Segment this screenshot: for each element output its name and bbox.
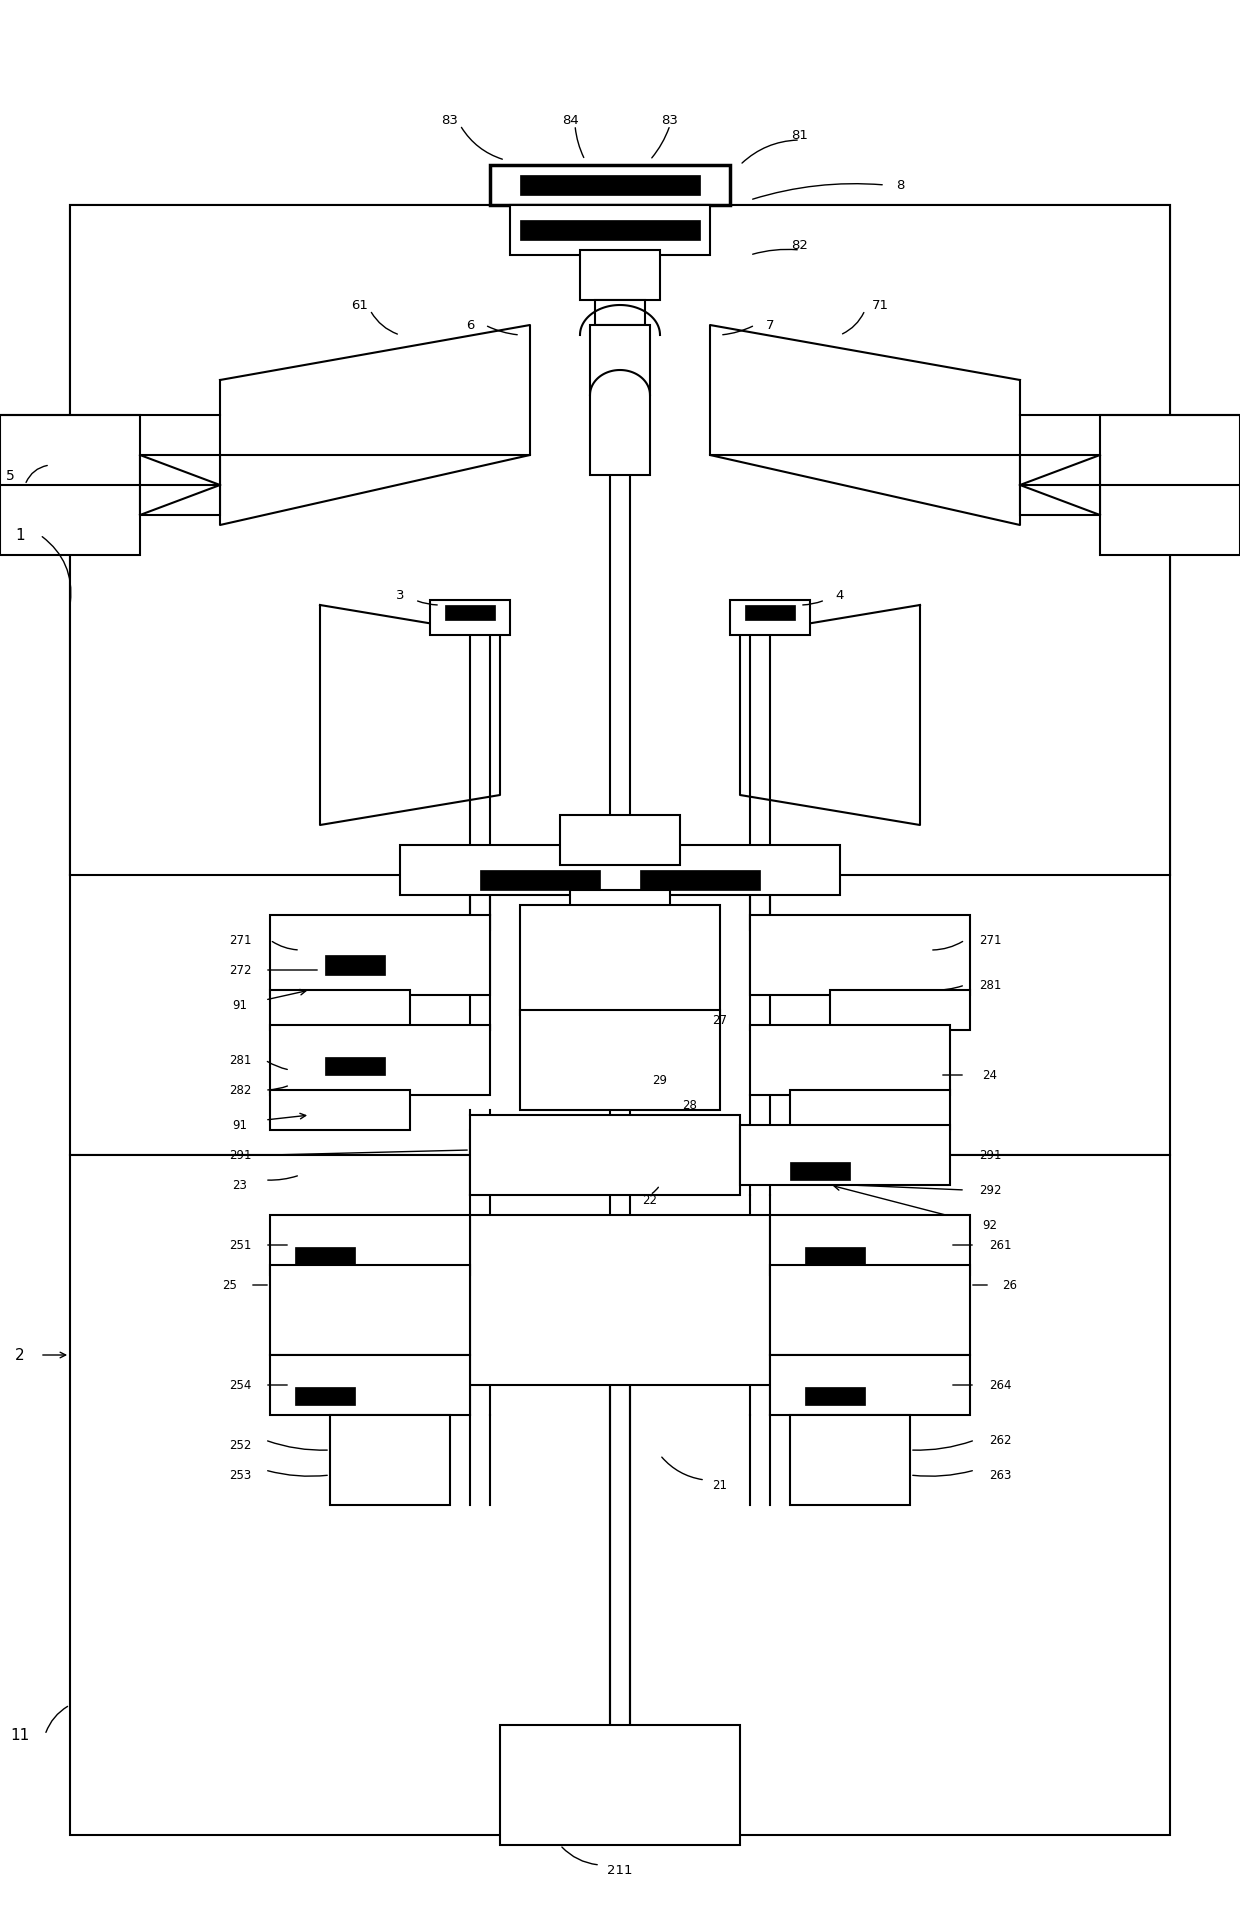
Bar	[520, 905, 720, 1015]
Text: 28: 28	[682, 1099, 697, 1113]
Text: 84: 84	[562, 114, 578, 128]
Text: 211: 211	[608, 1863, 632, 1876]
Text: 271: 271	[978, 933, 1001, 947]
Text: 1: 1	[15, 528, 25, 543]
Text: 263: 263	[988, 1469, 1011, 1482]
Bar	[740, 1126, 950, 1185]
Text: 71: 71	[872, 299, 889, 312]
Bar	[270, 1090, 410, 1130]
Bar	[295, 1248, 355, 1265]
Text: 253: 253	[229, 1469, 252, 1482]
Bar	[470, 1215, 770, 1385]
Text: 24: 24	[982, 1069, 997, 1082]
Text: 254: 254	[229, 1379, 252, 1393]
Text: 261: 261	[988, 1238, 1012, 1252]
Bar	[445, 606, 495, 621]
Bar	[140, 455, 219, 516]
Text: 22: 22	[642, 1194, 657, 1208]
Bar	[401, 846, 839, 895]
Bar	[480, 871, 600, 890]
Text: 292: 292	[978, 1183, 1001, 1196]
Text: 8: 8	[895, 179, 904, 192]
Bar	[270, 991, 410, 1031]
Bar	[590, 326, 650, 476]
Text: 281: 281	[978, 979, 1001, 993]
Text: 26: 26	[1002, 1278, 1018, 1292]
Text: 83: 83	[441, 114, 459, 128]
Bar	[745, 606, 795, 621]
Bar	[0, 415, 140, 556]
Bar	[790, 1415, 910, 1505]
Bar	[69, 206, 1171, 876]
Bar	[270, 1354, 470, 1415]
Bar	[270, 1265, 470, 1354]
Bar	[730, 600, 810, 636]
Bar	[69, 206, 1171, 1156]
Bar	[325, 956, 384, 975]
Text: 82: 82	[791, 240, 808, 251]
Text: 91: 91	[233, 998, 248, 1012]
Bar	[770, 1215, 970, 1274]
Text: 83: 83	[662, 114, 678, 128]
Text: 264: 264	[988, 1379, 1012, 1393]
Bar	[770, 1354, 970, 1415]
Bar	[490, 166, 730, 206]
Bar	[520, 1010, 720, 1111]
Text: 11: 11	[10, 1728, 30, 1743]
Text: 252: 252	[229, 1438, 252, 1452]
Bar	[790, 1090, 950, 1130]
Bar	[330, 1415, 450, 1505]
Bar	[790, 1162, 849, 1181]
Bar	[270, 916, 490, 996]
Text: 272: 272	[228, 964, 252, 977]
Text: 281: 281	[229, 1053, 252, 1067]
Bar	[750, 916, 970, 996]
Bar	[640, 871, 760, 890]
Bar	[595, 301, 645, 326]
Text: 251: 251	[229, 1238, 252, 1252]
Bar	[430, 600, 510, 636]
Text: 291: 291	[228, 1149, 252, 1162]
Text: 29: 29	[652, 1074, 667, 1088]
Text: 282: 282	[229, 1084, 252, 1097]
Text: 61: 61	[352, 299, 368, 312]
Bar	[295, 1387, 355, 1406]
Bar	[750, 1025, 950, 1095]
Text: 25: 25	[222, 1278, 237, 1292]
Bar	[500, 1726, 740, 1846]
Bar	[580, 251, 660, 301]
Text: 5: 5	[6, 469, 15, 482]
Text: 21: 21	[713, 1478, 728, 1492]
Text: 3: 3	[396, 589, 404, 602]
Bar	[805, 1248, 866, 1265]
Bar	[470, 1116, 740, 1194]
Text: 2: 2	[15, 1349, 25, 1362]
Bar	[69, 1156, 1171, 1835]
Bar	[325, 1057, 384, 1076]
Text: 271: 271	[228, 933, 252, 947]
Bar	[770, 1265, 970, 1354]
Bar	[270, 1025, 490, 1095]
Bar	[1100, 415, 1240, 556]
Text: 6: 6	[466, 320, 474, 331]
Bar	[520, 221, 701, 240]
Bar	[560, 815, 680, 865]
Text: 23: 23	[233, 1179, 248, 1193]
Text: 7: 7	[766, 320, 774, 331]
Text: 4: 4	[836, 589, 844, 602]
Bar	[805, 1387, 866, 1406]
Text: 81: 81	[791, 130, 808, 143]
Text: 27: 27	[713, 1013, 728, 1027]
Bar	[510, 206, 711, 255]
Text: 262: 262	[988, 1434, 1012, 1446]
Bar	[520, 175, 701, 196]
Bar	[1021, 455, 1100, 516]
Bar	[830, 991, 970, 1031]
Text: 91: 91	[233, 1118, 248, 1132]
Text: 291: 291	[978, 1149, 1001, 1162]
Bar	[270, 1215, 470, 1274]
Bar	[570, 890, 670, 930]
Text: 92: 92	[982, 1219, 997, 1233]
